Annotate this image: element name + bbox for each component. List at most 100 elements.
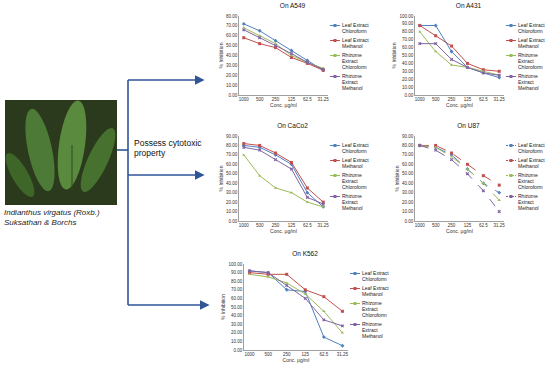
svg-text:20.00: 20.00 [402,200,414,205]
svg-text:62.5: 62.5 [303,223,312,228]
svg-text:31.25: 31.25 [318,223,330,228]
svg-text:40.00: 40.00 [231,313,243,318]
svg-text:125: 125 [288,97,296,102]
svg-text:On A549: On A549 [280,2,306,9]
svg-text:62.5: 62.5 [479,97,488,102]
svg-text:62.5: 62.5 [303,97,312,102]
svg-text:1000: 1000 [415,97,426,102]
svg-text:80.00: 80.00 [226,143,238,148]
svg-text:40.00: 40.00 [226,181,238,186]
svg-text:80.00: 80.00 [402,29,414,34]
svg-text:250: 250 [283,352,291,357]
svg-text:31.25: 31.25 [337,352,349,357]
svg-text:50.00: 50.00 [402,171,414,176]
svg-text:Conc. µg/ml: Conc. µg/ml [270,228,297,234]
svg-text:30.00: 30.00 [231,322,243,327]
svg-text:250: 250 [272,223,280,228]
svg-text:% Inhibition: % Inhibition [218,42,224,68]
html-text:Rhizome Extract Methanol: Rhizome Extract Methanol [342,73,363,91]
svg-text:% Inhibition: % Inhibition [218,165,224,191]
svg-text:30.00: 30.00 [226,190,238,195]
svg-text:40.00: 40.00 [226,53,238,58]
svg-text:70.00: 70.00 [226,23,238,28]
svg-text:125: 125 [302,352,310,357]
svg-text:Conc. µg/ml: Conc. µg/ml [446,102,473,108]
svg-text:500: 500 [432,97,440,102]
svg-text:100.00: 100.00 [229,262,243,267]
svg-text:On CaCo2: On CaCo2 [277,122,308,129]
svg-text:80.00: 80.00 [231,279,243,284]
svg-text:On K562: On K562 [292,250,318,257]
svg-text:% Inhibition: % Inhibition [391,42,397,68]
svg-text:90.00: 90.00 [226,134,238,139]
svg-text:40.00: 40.00 [402,61,414,66]
svg-text:10.00: 10.00 [226,209,238,214]
svg-text:10.00: 10.00 [226,83,238,88]
svg-text:90.00: 90.00 [231,270,243,275]
svg-text:70.00: 70.00 [402,37,414,42]
svg-text:62.5: 62.5 [319,352,328,357]
svg-text:70.00: 70.00 [226,152,238,157]
svg-text:100.00: 100.00 [400,14,414,19]
html-text:Rhizome Extract Chloroform: Rhizome Extract Chloroform [342,52,367,70]
svg-text:% Inhibition: % Inhibition [220,294,226,320]
svg-text:30.00: 30.00 [402,69,414,74]
svg-text:90.00: 90.00 [402,134,414,139]
svg-text:Conc. µg/ml: Conc. µg/ml [270,102,297,108]
svg-text:125: 125 [288,223,296,228]
svg-text:Conc. µg/ml: Conc. µg/ml [446,228,473,234]
svg-text:250: 250 [448,223,456,228]
svg-text:0.00: 0.00 [405,219,414,224]
svg-text:60.00: 60.00 [231,296,243,301]
svg-text:250: 250 [448,97,456,102]
svg-text:250: 250 [272,97,280,102]
svg-text:On U87: On U87 [457,122,480,129]
svg-text:50.00: 50.00 [226,171,238,176]
svg-text:50.00: 50.00 [402,53,414,58]
svg-text:80.00: 80.00 [226,14,238,19]
svg-text:60.00: 60.00 [226,162,238,167]
svg-text:10.00: 10.00 [231,339,243,344]
svg-text:125: 125 [464,223,472,228]
html-text:Possess cytotoxic property: Possess cytotoxic property [134,138,202,158]
svg-text:20.00: 20.00 [226,200,238,205]
svg-text:20.00: 20.00 [402,77,414,82]
svg-text:1000: 1000 [239,97,250,102]
svg-text:62.5: 62.5 [479,223,488,228]
svg-text:90.00: 90.00 [402,21,414,26]
svg-text:500: 500 [256,223,264,228]
svg-text:1000: 1000 [245,352,256,357]
svg-text:10.00: 10.00 [402,209,414,214]
svg-text:31.25: 31.25 [318,97,330,102]
svg-text:% Inhibition: % Inhibition [394,165,400,191]
svg-text:50.00: 50.00 [226,43,238,48]
svg-text:50.00: 50.00 [231,305,243,310]
svg-text:1000: 1000 [415,223,426,228]
svg-text:70.00: 70.00 [231,287,243,292]
svg-text:31.25: 31.25 [494,97,506,102]
svg-text:30.00: 30.00 [402,190,414,195]
svg-text:80.00: 80.00 [402,143,414,148]
svg-text:40.00: 40.00 [402,181,414,186]
svg-text:60.00: 60.00 [402,162,414,167]
svg-text:125: 125 [464,97,472,102]
svg-text:60.00: 60.00 [402,45,414,50]
svg-text:500: 500 [264,352,272,357]
svg-text:0.00: 0.00 [234,348,243,353]
svg-text:30.00: 30.00 [226,63,238,68]
svg-text:0.00: 0.00 [229,219,238,224]
svg-text:31.25: 31.25 [494,223,506,228]
svg-text:Conc. µg/ml: Conc. µg/ml [283,357,310,363]
svg-text:20.00: 20.00 [226,73,238,78]
svg-text:10.00: 10.00 [402,85,414,90]
svg-text:1000: 1000 [239,223,250,228]
svg-text:70.00: 70.00 [402,152,414,157]
svg-text:0.00: 0.00 [405,93,414,98]
svg-text:500: 500 [432,223,440,228]
svg-text:On A431: On A431 [456,2,482,9]
svg-text:60.00: 60.00 [226,33,238,38]
svg-text:500: 500 [256,97,264,102]
svg-text:20.00: 20.00 [231,330,243,335]
svg-text:0.00: 0.00 [229,93,238,98]
html-text:Indianthus virgatus (Roxb.) Su: Indianthus virgatus (Roxb.) Suksathan & … [4,208,100,227]
